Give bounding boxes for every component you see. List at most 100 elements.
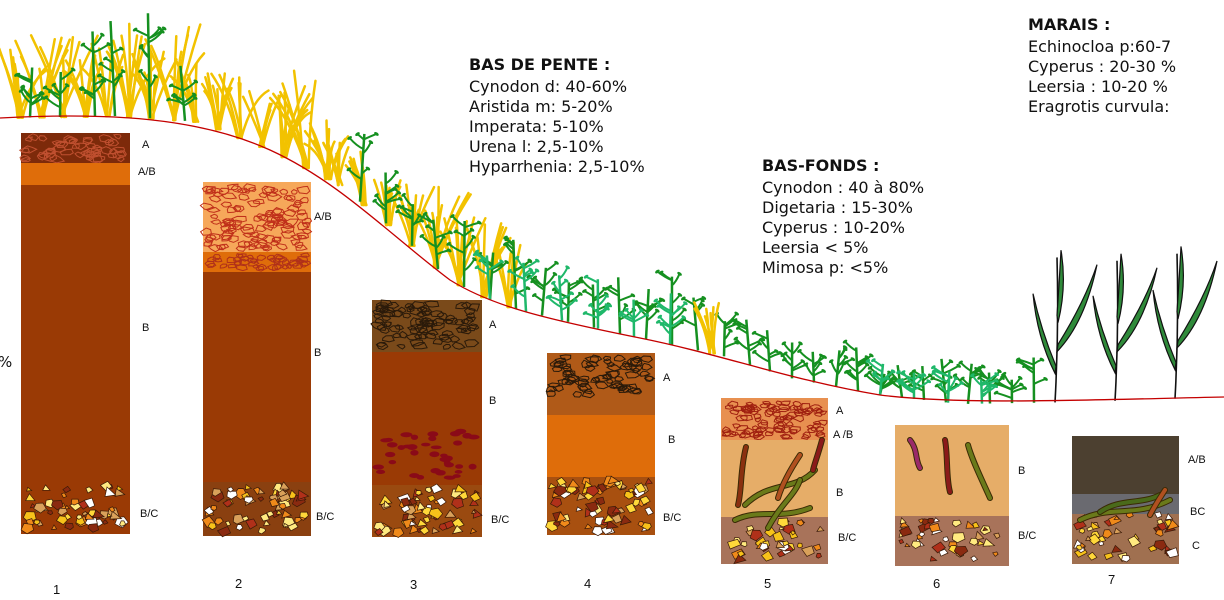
soil-profile-6: [895, 425, 1009, 566]
nodule: [410, 450, 418, 456]
reed-stem: [1115, 261, 1118, 401]
horizon-label: B: [836, 487, 843, 499]
species-line: Cyperus : 10-20%: [762, 218, 924, 238]
herb-stem: [836, 350, 840, 386]
herb-stem: [464, 221, 465, 287]
herb-plant: [930, 364, 964, 402]
horizon-b: [21, 185, 130, 482]
stone: [797, 543, 802, 548]
species-line: Eragrotis curvula:: [1028, 97, 1176, 117]
species-line: Leersia : 10-20 %: [1028, 77, 1176, 97]
herb-plant: [751, 330, 784, 371]
species-line: Echinocloa p:60-7: [1028, 37, 1176, 57]
bas-fonds-block: BAS-FONDS : Cynodon : 40 à 80% Digetaria…: [762, 156, 924, 278]
species-line: Cynodon : 40 à 80%: [762, 178, 924, 198]
herb-branch: [996, 393, 1012, 398]
grass-blade: [196, 64, 197, 122]
horizon-b: [372, 352, 482, 485]
herb-stem: [922, 366, 924, 400]
nodule: [407, 444, 418, 450]
cropped-percent-fragment: %: [0, 352, 12, 372]
profile-number: 2: [235, 576, 242, 591]
herb-branch: [961, 362, 971, 370]
herb-branch: [754, 352, 769, 362]
herb-branch: [657, 272, 672, 281]
profile-number: 6: [933, 576, 940, 591]
herb-plant: [545, 265, 579, 321]
soil-profile-1: [20, 133, 130, 534]
species-line: Leersia < 5%: [762, 238, 924, 258]
stone: [211, 505, 217, 510]
horizon-label: B: [668, 434, 675, 446]
species-line: Cyperus : 20-30 %: [1028, 57, 1176, 77]
herb-branch: [364, 134, 376, 139]
profile-number: 4: [584, 576, 591, 591]
species-line: Aristida m: 5-20%: [469, 97, 645, 117]
bas-de-pente-block: BAS DE PENTE : Cynodon d: 40-60% Aristid…: [469, 55, 645, 177]
horizon-label: A/B: [138, 166, 156, 178]
herb-branch: [1004, 374, 1012, 385]
herb-stem: [523, 263, 526, 312]
horizon-label: B/C: [663, 512, 681, 524]
species-line: Mimosa p: <5%: [762, 258, 924, 278]
stone: [416, 491, 422, 496]
soil-profile-7: [1072, 436, 1179, 564]
nodule: [431, 445, 442, 449]
nodule: [440, 457, 452, 462]
bas-de-pente-title: BAS DE PENTE :: [469, 55, 645, 75]
herb-stem: [767, 330, 770, 371]
horizon-label: A/B: [314, 211, 332, 223]
nodule: [400, 432, 412, 437]
nodule: [453, 430, 464, 434]
bas-fonds-title: BAS-FONDS :: [762, 156, 924, 176]
species-line: Urena l: 2,5-10%: [469, 137, 645, 157]
horizon-label: B/C: [140, 508, 158, 520]
herb-branch: [350, 138, 364, 149]
herb-branch: [831, 361, 837, 373]
herb-plant: [714, 311, 742, 356]
nodule: [427, 431, 438, 437]
herb-branch: [619, 295, 633, 301]
nodule: [444, 476, 452, 480]
horizon-label: BC: [1190, 506, 1205, 518]
species-line: Hyparrhenia: 2,5-10%: [469, 157, 645, 177]
nodule: [430, 468, 440, 473]
herb-branch: [784, 343, 792, 352]
reed-leaf: [1153, 290, 1176, 370]
herb-stem: [542, 268, 546, 316]
soil-profile-5: [721, 398, 828, 564]
nodule: [428, 436, 436, 441]
nodule: [376, 470, 385, 474]
nodule: [455, 470, 463, 474]
herb-plant: [578, 276, 612, 328]
nodule: [455, 464, 463, 469]
horizon-label: A: [836, 405, 843, 417]
horizon-label: B: [142, 322, 149, 334]
nodule: [417, 475, 425, 480]
herb-plant: [780, 341, 809, 379]
soil-profile-4: [546, 353, 655, 536]
nodule: [384, 438, 393, 442]
nodule: [372, 464, 384, 469]
horizon-ab: [21, 163, 130, 185]
grass-tuft: [494, 242, 527, 307]
horizon-label: B/C: [1018, 530, 1036, 542]
herb-branch: [942, 361, 951, 368]
nodule: [387, 442, 398, 447]
species-line: Cynodon d: 40-60%: [469, 77, 645, 97]
herb-branch: [873, 360, 882, 366]
herb-branch: [1034, 379, 1046, 384]
soil-profile-3: [371, 300, 482, 538]
herb-plant: [828, 344, 856, 386]
reed-leaf: [1093, 296, 1116, 373]
herb-branch: [517, 258, 524, 268]
nodule: [421, 443, 430, 447]
herb-branch: [585, 313, 598, 318]
horizon-label: B: [1018, 465, 1025, 477]
marsh-reed: [1093, 254, 1157, 401]
herb-branch: [546, 263, 557, 271]
herb-branch: [724, 343, 736, 348]
herb-plant: [551, 279, 584, 322]
horizon-label: A: [663, 372, 670, 384]
herb-branch: [534, 295, 543, 301]
